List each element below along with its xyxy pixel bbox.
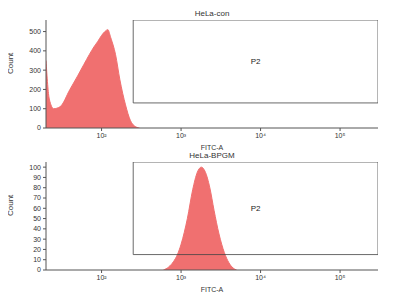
svg-text:FITC-A: FITC-A <box>201 144 224 150</box>
svg-text:60: 60 <box>33 205 41 212</box>
svg-text:50: 50 <box>33 215 41 222</box>
svg-text:FITC-A: FITC-A <box>201 286 224 292</box>
svg-text:30: 30 <box>33 236 41 243</box>
svg-text:20: 20 <box>33 246 41 253</box>
svg-text:10⁴: 10⁴ <box>255 274 266 281</box>
svg-text:10⁵: 10⁵ <box>335 274 346 281</box>
svg-text:Count: Count <box>8 194 15 216</box>
svg-text:400: 400 <box>29 47 41 54</box>
svg-text:500: 500 <box>29 28 41 35</box>
svg-text:300: 300 <box>29 67 41 74</box>
svg-text:P2: P2 <box>251 204 261 213</box>
svg-text:10²: 10² <box>97 274 108 281</box>
svg-text:10⁴: 10⁴ <box>255 132 266 139</box>
svg-text:90: 90 <box>33 174 41 181</box>
svg-text:70: 70 <box>33 194 41 201</box>
html-text:HeLa-BPGM: HeLa-BPGM <box>189 151 235 160</box>
svg-text:100: 100 <box>29 164 41 171</box>
svg-text:10²: 10² <box>97 132 108 139</box>
html-text:HeLa-con: HeLa-con <box>194 9 230 18</box>
svg-text:10³: 10³ <box>176 274 187 281</box>
svg-text:P2: P2 <box>251 57 261 66</box>
svg-text:10³: 10³ <box>176 132 187 139</box>
svg-text:200: 200 <box>29 86 41 93</box>
svg-text:0: 0 <box>37 266 41 273</box>
svg-text:Count: Count <box>8 52 15 74</box>
svg-text:40: 40 <box>33 225 41 232</box>
svg-text:80: 80 <box>33 184 41 191</box>
svg-text:0: 0 <box>37 124 41 131</box>
svg-text:100: 100 <box>29 105 41 112</box>
svg-text:10: 10 <box>33 256 41 263</box>
svg-text:10⁵: 10⁵ <box>335 132 346 139</box>
